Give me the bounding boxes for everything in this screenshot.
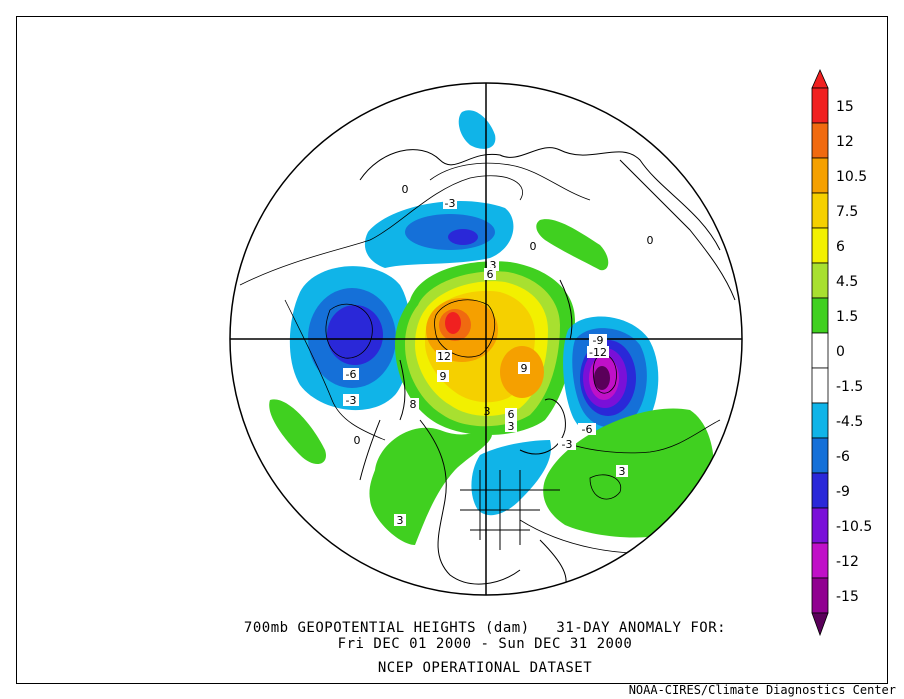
colorbar-label: 12 bbox=[836, 134, 854, 150]
colorbar-swatch bbox=[811, 367, 829, 404]
greenland-low-core bbox=[448, 229, 478, 245]
svg-text:0: 0 bbox=[647, 234, 654, 247]
svg-text:3: 3 bbox=[508, 420, 515, 433]
contour-label: 6 bbox=[484, 268, 496, 281]
contour-label: 0 bbox=[530, 240, 537, 253]
plot-frame bbox=[16, 16, 888, 684]
colorbar-label: 6 bbox=[836, 239, 845, 255]
colorbar-label: 4.5 bbox=[836, 274, 858, 290]
pacific-low-core bbox=[594, 366, 610, 390]
svg-text:6: 6 bbox=[508, 408, 515, 421]
colorbar-label: 1.5 bbox=[836, 309, 858, 325]
colorbar-bottom-arrow bbox=[811, 612, 829, 637]
svg-text:3: 3 bbox=[397, 514, 404, 527]
svg-text:-3: -3 bbox=[346, 394, 357, 407]
svg-text:3: 3 bbox=[619, 465, 626, 478]
colorbar-label: -1.5 bbox=[836, 379, 863, 395]
north-pacific-high bbox=[543, 408, 714, 538]
svg-text:-6: -6 bbox=[582, 423, 593, 436]
coastlines bbox=[359, 147, 736, 595]
colorbar-top-arrow bbox=[811, 69, 829, 89]
svg-text:0: 0 bbox=[402, 183, 409, 196]
svg-text:8: 8 bbox=[410, 398, 417, 411]
svg-text:3: 3 bbox=[484, 405, 491, 418]
colorbar-swatch bbox=[811, 472, 829, 509]
svg-text:9: 9 bbox=[521, 362, 528, 375]
contour-label: -3 bbox=[343, 394, 359, 407]
atlantic-low-core bbox=[327, 305, 383, 365]
colorbar: 15 12 10.5 7.5 6 4.5 1.5 0 -1.5 -4.5 -6 -9 -10.5 -12 -… bbox=[811, 69, 872, 637]
colorbar-swatch bbox=[811, 577, 829, 614]
colorbar-swatch bbox=[811, 192, 829, 229]
eastern-us-low bbox=[471, 440, 551, 516]
contour-label: 9 bbox=[518, 362, 530, 375]
svg-text:-12: -12 bbox=[589, 346, 607, 359]
svg-text:-6: -6 bbox=[346, 368, 357, 381]
title-line-1: 700mb GEOPOTENTIAL HEIGHTS (dam) 31-DAY … bbox=[243, 620, 727, 636]
title-line-3: NCEP OPERATIONAL DATASET bbox=[377, 660, 593, 676]
contour-label: -9 bbox=[589, 334, 607, 347]
colorbar-label: -12 bbox=[836, 554, 859, 570]
colorbar-label: -6 bbox=[836, 449, 850, 465]
colorbar-swatch bbox=[811, 332, 829, 369]
baffin-blue bbox=[458, 110, 496, 149]
svg-text:-3: -3 bbox=[562, 438, 573, 451]
contour-label: 9 bbox=[437, 370, 449, 383]
anomaly-field bbox=[269, 110, 714, 545]
colorbar-label: 0 bbox=[836, 344, 845, 360]
contour-label: 8 bbox=[407, 398, 419, 411]
siberia-green bbox=[536, 219, 609, 271]
colorbar-label: -10.5 bbox=[836, 519, 872, 535]
contour-label: 3 bbox=[484, 405, 491, 418]
greenland-low-mid bbox=[405, 214, 495, 250]
colorbar-swatch bbox=[811, 122, 829, 159]
colorbar-label: -4.5 bbox=[836, 414, 863, 430]
colorbar-swatch bbox=[811, 227, 829, 264]
contour-label: 0 bbox=[647, 234, 654, 247]
colorbar-swatch bbox=[811, 402, 829, 439]
contour-label: 6 bbox=[505, 408, 517, 421]
colorbar-swatch bbox=[811, 542, 829, 579]
contour-label: 12 bbox=[436, 350, 452, 363]
colorbar-label: -15 bbox=[836, 589, 859, 605]
colorbar-label: 10.5 bbox=[836, 169, 867, 185]
contour-label: 3 bbox=[616, 465, 628, 478]
contour-label: -3 bbox=[558, 438, 576, 451]
svg-text:0: 0 bbox=[354, 434, 361, 447]
colorbar-swatch bbox=[811, 157, 829, 194]
svg-text:-9: -9 bbox=[593, 334, 604, 347]
colorbar-label: -9 bbox=[836, 484, 850, 500]
svg-text:12: 12 bbox=[437, 350, 451, 363]
contour-label: -6 bbox=[578, 423, 596, 436]
svg-text:3: 3 bbox=[490, 259, 497, 272]
contour-label: -12 bbox=[587, 346, 609, 359]
svg-text:-3: -3 bbox=[445, 197, 456, 210]
contour-label: 0 bbox=[354, 434, 361, 447]
colorbar-label: 7.5 bbox=[836, 204, 858, 220]
credit-text: NOAA-CIRES/Climate Diagnostics Center bbox=[628, 683, 896, 697]
colorbar-label: 15 bbox=[836, 99, 854, 115]
colorbar-swatch bbox=[811, 297, 829, 334]
arctic-high-core bbox=[445, 312, 461, 334]
contour-label: 3 bbox=[394, 514, 406, 527]
colorbar-swatch bbox=[811, 87, 829, 124]
svg-text:9: 9 bbox=[440, 370, 447, 383]
colorbar-swatch bbox=[811, 507, 829, 544]
svg-text:6: 6 bbox=[487, 268, 494, 281]
map-boundary bbox=[229, 82, 743, 596]
contour-label-group: -3 0 0 3 6 12 9 -6 -3 0 8 3 9 6 3 -9 -12… bbox=[343, 183, 654, 527]
svg-text:0: 0 bbox=[530, 240, 537, 253]
contour-label: 3 bbox=[505, 420, 517, 433]
title-line-2: Fri DEC 01 2000 - Sun DEC 31 2000 bbox=[337, 636, 633, 652]
contour-label: -3 bbox=[443, 197, 457, 210]
contour-label: 0 bbox=[402, 183, 409, 196]
east-atlantic-green bbox=[269, 399, 326, 465]
colorbar-swatch bbox=[811, 262, 829, 299]
contour-label: -6 bbox=[343, 368, 359, 381]
colorbar-swatch bbox=[811, 437, 829, 474]
